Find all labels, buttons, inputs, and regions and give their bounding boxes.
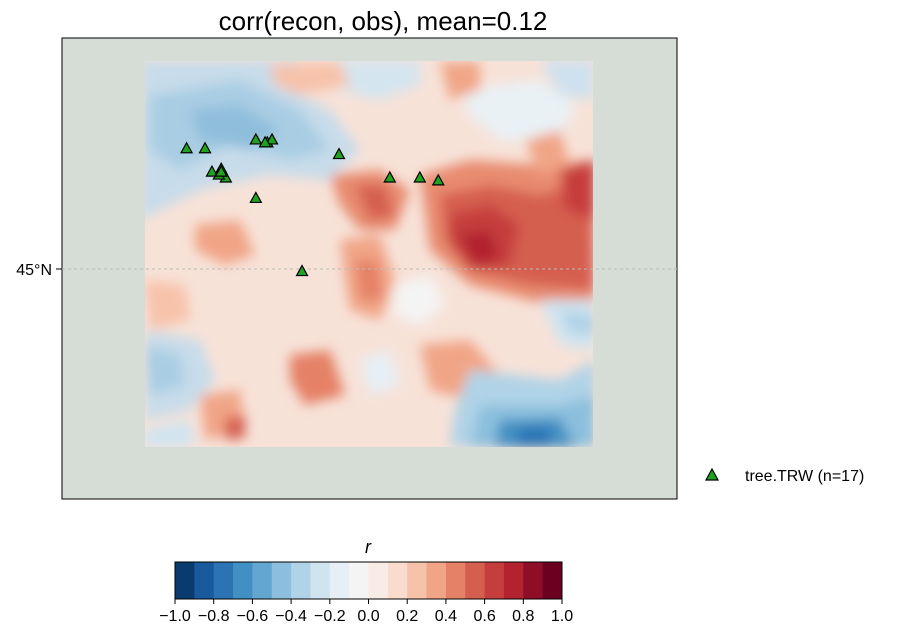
colorbar-cell-4 — [252, 562, 273, 599]
colorbar-tick-label: 0.8 — [512, 608, 534, 625]
colorbar-tick-label: 1.0 — [551, 608, 573, 625]
colorbar-ticks: −1.0 −0.8 −0.6 −0.4 −0.2 0.0 0.2 0.4 0.6 0.8 1.0 — [159, 599, 573, 625]
site-marker-16 — [258, 135, 272, 148]
colorbar-cells — [175, 562, 563, 599]
colorbar: r −1.0 −0.8 −0.6 −0.4 −0.2 0.0 0.2 0.4 0.6 0.8 1.0 — [159, 537, 573, 625]
colorbar-cell-16 — [484, 562, 505, 599]
colorbar-cell-10 — [368, 562, 389, 599]
colorbar-cell-7 — [310, 562, 331, 599]
colorbar-cell-2 — [213, 562, 234, 599]
colorbar-tick-label: 0.6 — [473, 608, 495, 625]
legend: tree.TRW (n=17) — [704, 467, 864, 485]
latitude-label: 45°N — [16, 262, 52, 279]
site-marker-11 — [332, 147, 346, 160]
colorbar-cell-18 — [523, 562, 544, 599]
site-marker-0 — [180, 141, 194, 154]
site-marker-12 — [383, 170, 397, 183]
colorbar-cell-8 — [329, 562, 350, 599]
colorbar-cell-15 — [465, 562, 486, 599]
site-marker-15 — [214, 164, 228, 177]
colorbar-tick-label: −0.6 — [237, 608, 269, 625]
colorbar-cell-5 — [271, 562, 292, 599]
correlation-field — [145, 61, 593, 447]
site-marker-6 — [249, 132, 263, 145]
colorbar-tick-label: 0.0 — [357, 608, 379, 625]
colorbar-tick-label: −0.8 — [198, 608, 230, 625]
colorbar-cell-0 — [175, 562, 195, 599]
colorbar-label: r — [365, 537, 372, 557]
site-marker-1 — [198, 141, 212, 154]
colorbar-tick-label: −1.0 — [159, 608, 191, 625]
colorbar-tick-label: 0.4 — [435, 608, 457, 625]
legend-marker-icon — [704, 467, 720, 481]
site-marker-13 — [413, 170, 427, 183]
site-marker-2 — [205, 164, 219, 177]
colorbar-cell-9 — [349, 562, 369, 599]
colorbar-cell-3 — [233, 562, 253, 599]
site-markers — [180, 132, 445, 277]
colorbar-tick-label: −0.4 — [275, 608, 307, 625]
colorbar-cell-1 — [194, 562, 215, 599]
colorbar-cell-17 — [503, 562, 524, 599]
colorbar-cell-14 — [445, 562, 466, 599]
site-marker-10 — [295, 264, 309, 277]
legend-label: tree.TRW (n=17) — [745, 468, 864, 485]
site-marker-14 — [431, 173, 445, 186]
colorbar-cell-19 — [542, 562, 563, 599]
colorbar-tick-label: −0.2 — [314, 608, 346, 625]
site-marker-8 — [265, 132, 279, 145]
site-marker-9 — [249, 191, 263, 204]
colorbar-cell-6 — [291, 562, 311, 599]
colorbar-cell-11 — [387, 562, 408, 599]
colorbar-cell-12 — [407, 562, 428, 599]
map-title: corr(recon, obs), mean=0.12 — [219, 6, 548, 36]
colorbar-cell-13 — [426, 562, 447, 599]
colorbar-tick-label: 0.2 — [396, 608, 418, 625]
